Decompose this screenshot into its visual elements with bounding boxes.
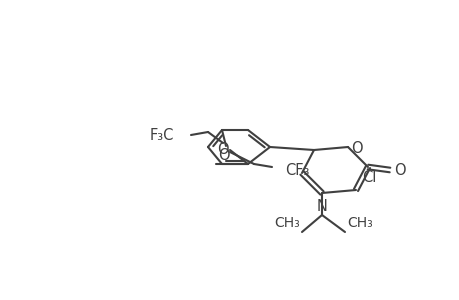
Text: O: O: [217, 142, 229, 157]
Text: O: O: [393, 163, 405, 178]
Text: F₃C: F₃C: [149, 128, 174, 142]
Text: Cl: Cl: [361, 170, 375, 185]
Text: CF₃: CF₃: [285, 163, 309, 178]
Text: O: O: [218, 148, 230, 163]
Text: O: O: [350, 140, 362, 155]
Text: N: N: [316, 199, 327, 214]
Text: CH₃: CH₃: [346, 216, 372, 230]
Text: CH₃: CH₃: [274, 216, 299, 230]
